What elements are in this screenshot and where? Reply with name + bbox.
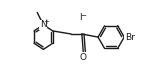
Text: Br: Br — [125, 33, 135, 42]
Text: +: + — [43, 19, 49, 25]
Text: −: − — [80, 13, 86, 18]
Text: O: O — [80, 53, 87, 62]
Text: I: I — [79, 13, 82, 22]
Text: N: N — [40, 20, 47, 29]
